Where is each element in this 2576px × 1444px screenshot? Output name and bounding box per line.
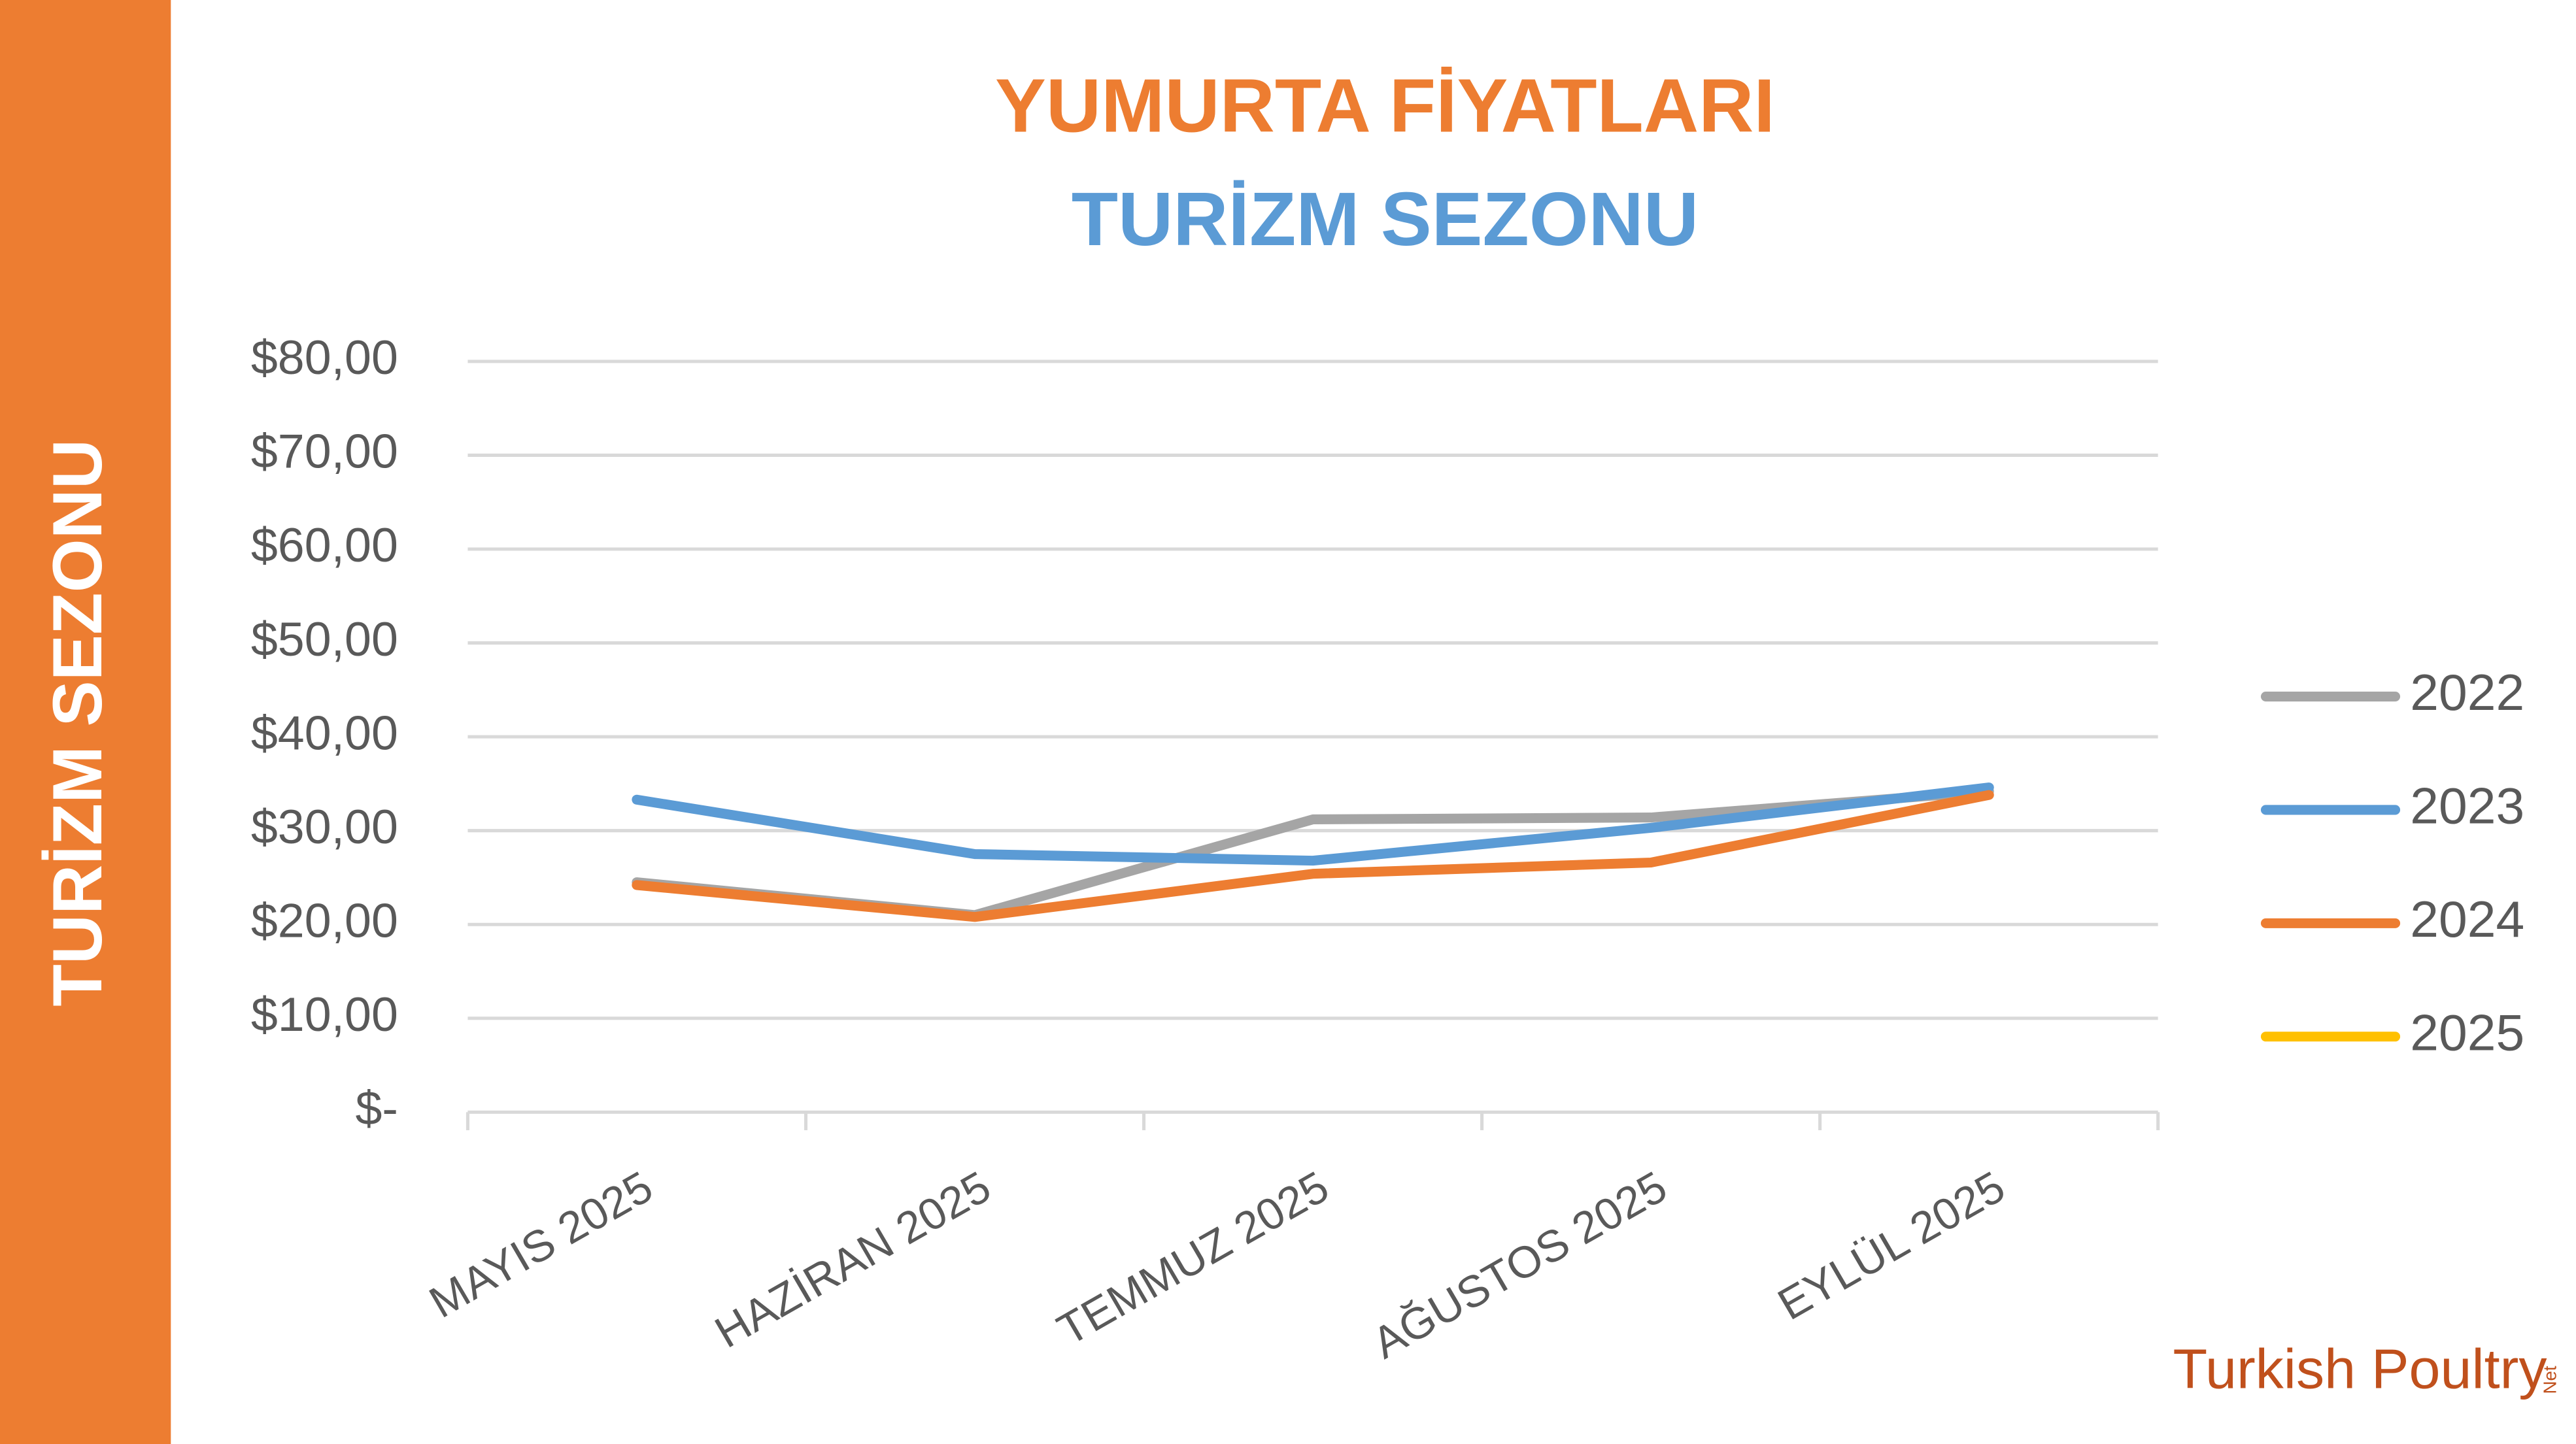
y-tick-label: $20,00 [251, 894, 398, 948]
y-tick-label: $50,00 [251, 613, 398, 666]
y-tick-label: $40,00 [251, 707, 398, 760]
y-tick-label: $60,00 [251, 519, 398, 573]
legend-label: 2022 [2410, 663, 2524, 721]
series-line [632, 790, 1994, 922]
legend-label: 2023 [2410, 777, 2524, 835]
side-banner [0, 0, 171, 1444]
x-tick-label: MAYIS 2025 [421, 1162, 661, 1327]
chart-title: YUMURTA FİYATLARI [995, 63, 1775, 148]
x-tick-label: HAZİRAN 2025 [707, 1162, 999, 1357]
x-tick-label: EYLÜL 2025 [1770, 1162, 2013, 1330]
x-tick-label: AĞUSTOS 2025 [1364, 1162, 1674, 1368]
y-tick-label: $80,00 [251, 331, 398, 384]
logo: Turkish Poultry [2173, 1338, 2547, 1401]
y-tick-label: $30,00 [251, 800, 398, 854]
logo-suffix: Net [2539, 1366, 2560, 1394]
y-tick-label: $- [355, 1082, 398, 1135]
side-label: TURİZM SEZONU [39, 439, 117, 1007]
y-tick-label: $10,00 [251, 988, 398, 1041]
chart-subtitle: TURİZM SEZONU [1072, 176, 1699, 261]
x-tick-label: TEMMUZ 2025 [1049, 1162, 1337, 1354]
legend-label: 2025 [2410, 1004, 2524, 1062]
legend-label: 2024 [2410, 890, 2524, 948]
y-tick-label: $70,00 [251, 425, 398, 479]
series-line [632, 782, 1994, 866]
